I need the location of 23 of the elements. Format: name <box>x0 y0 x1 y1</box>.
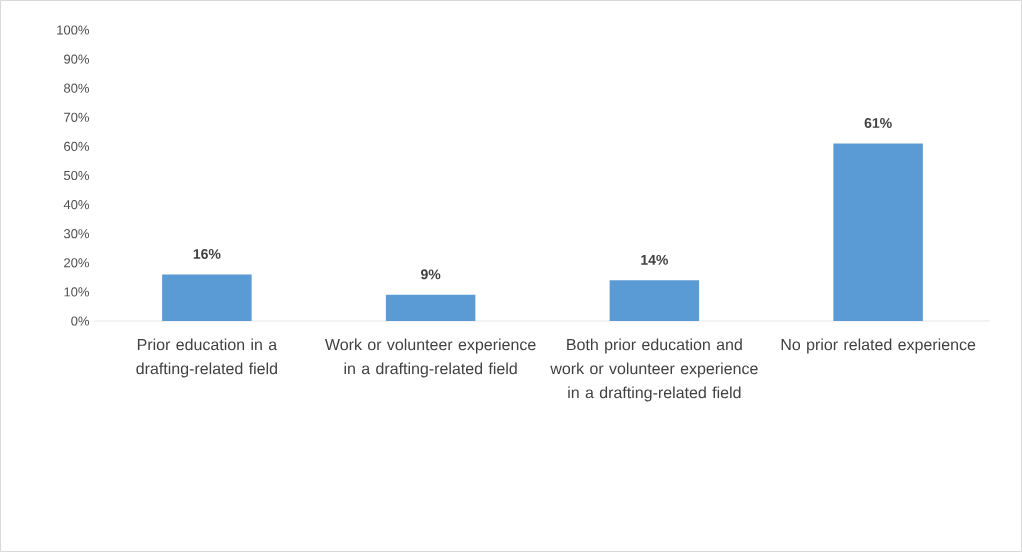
y-tick-label: 0% <box>71 316 90 326</box>
y-tick-label: 50% <box>63 170 90 181</box>
data-label: 16% <box>193 249 221 259</box>
y-tick-label: 40% <box>63 199 90 210</box>
y-tick-label: 70% <box>64 112 90 122</box>
data-label: 61% <box>864 118 892 128</box>
bar <box>385 294 476 321</box>
x-tick-label: Both prior education and work or volunteer experience in a drafting-related field <box>550 338 758 402</box>
bar <box>833 143 923 321</box>
bar <box>162 274 252 321</box>
y-tick-label: 80% <box>64 83 90 93</box>
y-tick-label: 30% <box>63 229 90 239</box>
bar <box>609 280 700 321</box>
data-label: 9% <box>420 269 441 280</box>
x-tick-label: Prior education in a drafting-related field <box>136 338 278 378</box>
data-label: 14% <box>641 254 669 265</box>
x-tick-label: Work or volunteer experience in a drafting-related field <box>325 338 536 378</box>
y-tick-label: 100% <box>57 25 90 35</box>
y-tick-label: 20% <box>64 258 90 268</box>
x-tick-label: No prior related experience <box>781 338 976 354</box>
y-tick-label: 90% <box>64 54 90 64</box>
y-tick-label: 60% <box>64 141 90 151</box>
y-tick-label: 10% <box>64 287 90 297</box>
